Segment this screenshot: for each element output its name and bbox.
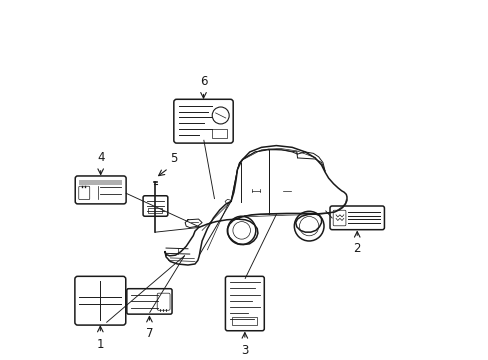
FancyBboxPatch shape [332, 210, 345, 226]
Bar [148, 208, 162, 213]
FancyBboxPatch shape [329, 206, 384, 230]
Bar [212, 129, 227, 138]
Text: 2: 2 [353, 242, 360, 255]
Bar [231, 317, 256, 325]
FancyBboxPatch shape [173, 99, 233, 143]
Text: 4: 4 [97, 151, 104, 164]
FancyBboxPatch shape [75, 176, 126, 204]
Text: 5: 5 [170, 152, 177, 165]
Text: 7: 7 [145, 327, 153, 340]
FancyBboxPatch shape [157, 293, 170, 310]
FancyBboxPatch shape [225, 276, 264, 331]
Text: 1: 1 [96, 338, 104, 351]
Bar [79, 180, 122, 185]
FancyBboxPatch shape [75, 276, 125, 325]
FancyBboxPatch shape [79, 186, 89, 200]
FancyBboxPatch shape [143, 196, 167, 216]
Text: 3: 3 [241, 344, 248, 357]
FancyBboxPatch shape [126, 289, 172, 314]
Text: 6: 6 [200, 75, 207, 88]
